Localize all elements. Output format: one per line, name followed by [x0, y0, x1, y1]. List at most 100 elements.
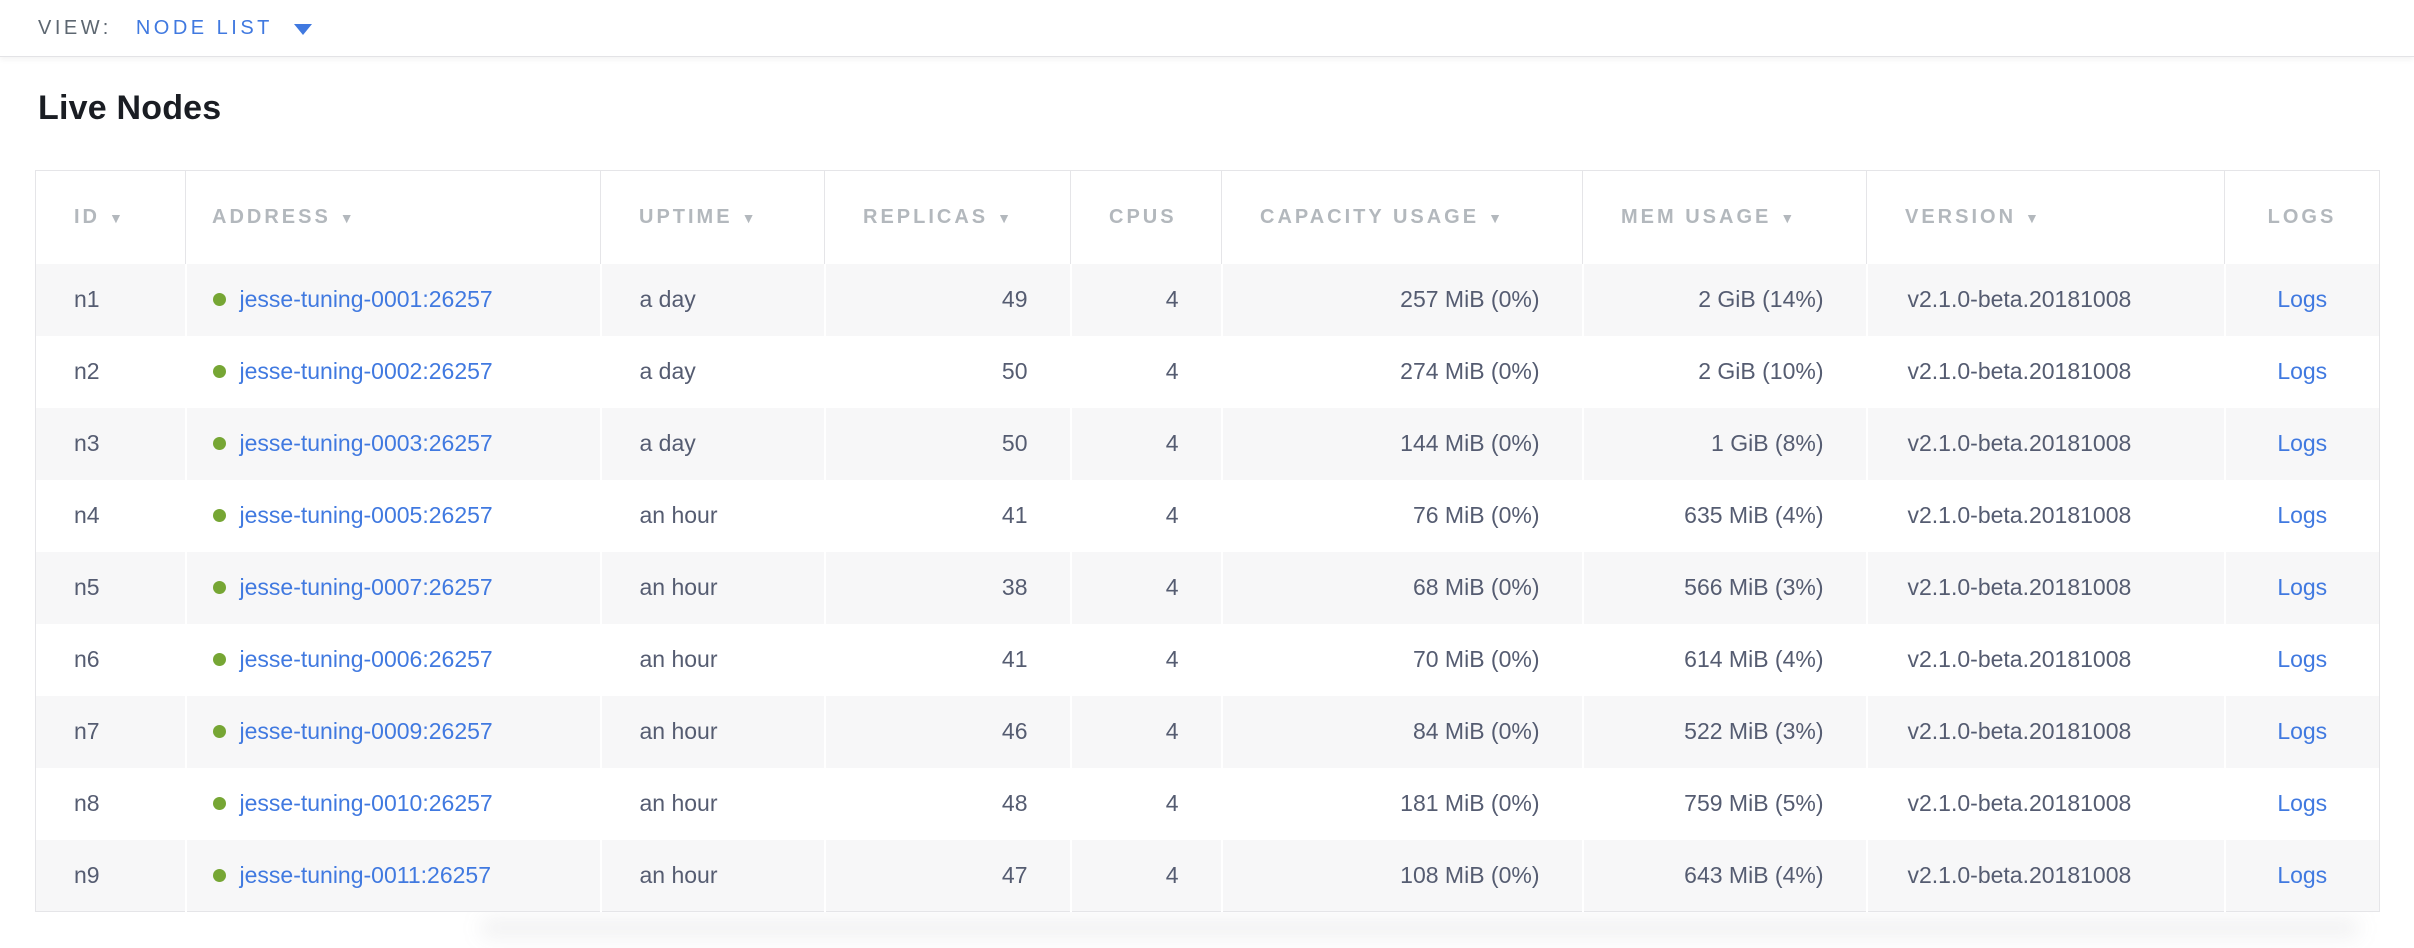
cell-cpus: 4 [1069, 335, 1222, 408]
cell-address: jesse-tuning-0006:26257 [184, 623, 601, 696]
healthy-status-icon [212, 509, 226, 522]
cell-mem-usage: 2 GiB (14%) [1581, 263, 1867, 336]
cell-id: n7 [35, 695, 186, 768]
node-address-link[interactable]: jesse-tuning-0007:26257 [239, 574, 493, 600]
cell-mem-usage: 635 MiB (4%) [1581, 479, 1867, 552]
cell-replicas: 47 [823, 839, 1071, 912]
cell-version: v2.1.0-beta.20181008 [1865, 407, 2225, 480]
cell-address: jesse-tuning-0010:26257 [184, 767, 601, 840]
cell-version: v2.1.0-beta.20181008 [1865, 767, 2225, 840]
healthy-status-icon [212, 437, 226, 450]
cell-mem-usage: 566 MiB (3%) [1581, 551, 1867, 624]
cell-capacity-usage: 274 MiB (0%) [1220, 335, 1583, 408]
cell-cpus: 4 [1069, 839, 1222, 912]
cell-address: jesse-tuning-0001:26257 [184, 263, 601, 336]
sort-caret-icon: ▼ [2025, 209, 2042, 226]
column-header-mem-usage[interactable]: MEM USAGE ▼ [1582, 170, 1867, 264]
cell-logs: Logs [2223, 623, 2380, 696]
cell-logs: Logs [2223, 767, 2380, 840]
cell-logs: Logs [2223, 263, 2380, 336]
healthy-status-icon [212, 725, 226, 738]
sort-caret-icon: ▼ [1780, 209, 1798, 226]
column-header-version[interactable]: VERSION ▼ [1866, 170, 2225, 264]
node-logs-link[interactable]: Logs [2277, 574, 2328, 600]
node-address-link[interactable]: jesse-tuning-0011:26257 [239, 861, 491, 888]
cell-logs: Logs [2223, 551, 2380, 624]
column-header-address[interactable]: ADDRESS ▼ [185, 170, 601, 264]
cell-cpus: 4 [1069, 263, 1222, 336]
sort-caret-icon: ▼ [109, 209, 126, 226]
column-header-label: UPTIME [639, 205, 733, 228]
cell-mem-usage: 614 MiB (4%) [1581, 623, 1867, 696]
view-selector-dropdown[interactable]: NODE LIST [136, 17, 312, 40]
node-logs-link[interactable]: Logs [2277, 861, 2328, 888]
column-header-label: CPUS [1109, 205, 1177, 228]
page-title: Live Nodes [38, 89, 222, 127]
cell-capacity-usage: 68 MiB (0%) [1220, 551, 1583, 624]
node-logs-link[interactable]: Logs [2277, 790, 2328, 816]
table-header-row: ID ▼ ADDRESS ▼ UPTIME ▼ REPLICAS ▼ CPUS CAPA… [36, 170, 2380, 264]
node-logs-link[interactable]: Logs [2277, 646, 2328, 672]
cell-logs: Logs [2223, 335, 2380, 408]
node-address-link[interactable]: jesse-tuning-0006:26257 [239, 646, 493, 672]
healthy-status-icon [212, 365, 226, 378]
node-address-link[interactable]: jesse-tuning-0001:26257 [239, 286, 493, 312]
cell-capacity-usage: 108 MiB (0%) [1220, 839, 1583, 912]
healthy-status-icon [212, 868, 226, 882]
column-header-capacity-usage[interactable]: CAPACITY USAGE ▼ [1221, 170, 1583, 264]
node-address-link[interactable]: jesse-tuning-0009:26257 [239, 718, 493, 744]
node-logs-link[interactable]: Logs [2277, 358, 2328, 384]
node-logs-link[interactable]: Logs [2277, 286, 2328, 312]
column-header-label: REPLICAS [863, 205, 989, 228]
cell-capacity-usage: 144 MiB (0%) [1220, 407, 1583, 480]
node-logs-link[interactable]: Logs [2277, 718, 2328, 744]
cell-uptime: an hour [599, 839, 825, 912]
node-address-link[interactable]: jesse-tuning-0003:26257 [239, 430, 493, 456]
table-row: n2 jesse-tuning-0002:26257 a day 50 4 27… [36, 335, 2380, 408]
sort-caret-icon: ▼ [1488, 209, 1505, 226]
column-header-label: LOGS [2267, 205, 2337, 228]
live-nodes-table: ID ▼ ADDRESS ▼ UPTIME ▼ REPLICAS ▼ CPUS CAPA… [35, 170, 2380, 912]
column-header-label: MEM USAGE [1621, 205, 1772, 228]
cell-replicas: 38 [823, 551, 1071, 624]
cell-address: jesse-tuning-0002:26257 [184, 335, 601, 408]
cell-capacity-usage: 70 MiB (0%) [1220, 623, 1583, 696]
column-header-logs: LOGS [2224, 170, 2380, 264]
column-header-uptime[interactable]: UPTIME ▼ [600, 170, 825, 264]
cell-address: jesse-tuning-0005:26257 [184, 479, 601, 552]
cell-cpus: 4 [1069, 551, 1222, 624]
dropdown-caret-icon [293, 23, 312, 35]
node-logs-link[interactable]: Logs [2277, 502, 2328, 528]
healthy-status-icon [212, 797, 226, 810]
cell-id: n8 [74, 790, 100, 816]
cell-version: v2.1.0-beta.20181008 [1865, 479, 2225, 552]
cell-capacity-usage: 257 MiB (0%) [1220, 263, 1583, 336]
cell-address: jesse-tuning-0003:26257 [184, 407, 601, 480]
sort-caret-icon: ▼ [741, 209, 759, 226]
cell-uptime: an hour [599, 695, 825, 768]
node-logs-link[interactable]: Logs [2277, 430, 2328, 456]
node-address-link[interactable]: jesse-tuning-0010:26257 [239, 790, 493, 816]
column-header-id[interactable]: ID ▼ [36, 171, 186, 264]
cell-uptime: a day [599, 407, 825, 480]
table-container: ID ▼ ADDRESS ▼ UPTIME ▼ REPLICAS ▼ CPUS CAPA… [35, 170, 2380, 912]
cell-capacity-usage: 76 MiB (0%) [1220, 479, 1583, 552]
column-header-cpus: CPUS [1070, 170, 1222, 264]
column-header-label: VERSION [1905, 205, 2017, 228]
table-row: n9 jesse-tuning-0011:26257 an hour 47 4 … [35, 839, 2380, 912]
cell-uptime: an hour [599, 479, 825, 552]
cell-id: n4 [74, 502, 100, 528]
healthy-status-icon [212, 653, 226, 666]
column-header-replicas[interactable]: REPLICAS ▼ [824, 170, 1071, 264]
cell-replicas: 41 [823, 623, 1071, 696]
cell-cpus: 4 [1069, 479, 1222, 552]
sort-caret-icon: ▼ [997, 209, 1014, 226]
cell-mem-usage: 1 GiB (8%) [1581, 407, 1867, 480]
view-bar: VIEW: NODE LIST [0, 0, 2414, 57]
node-address-link[interactable]: jesse-tuning-0005:26257 [239, 502, 493, 528]
view-label: VIEW: [38, 16, 112, 39]
column-header-label: CAPACITY USAGE [1260, 205, 1480, 228]
cell-version: v2.1.0-beta.20181008 [1865, 695, 2225, 768]
table-row: n8 jesse-tuning-0010:26257 an hour 48 4 … [36, 767, 2380, 840]
node-address-link[interactable]: jesse-tuning-0002:26257 [239, 358, 493, 384]
